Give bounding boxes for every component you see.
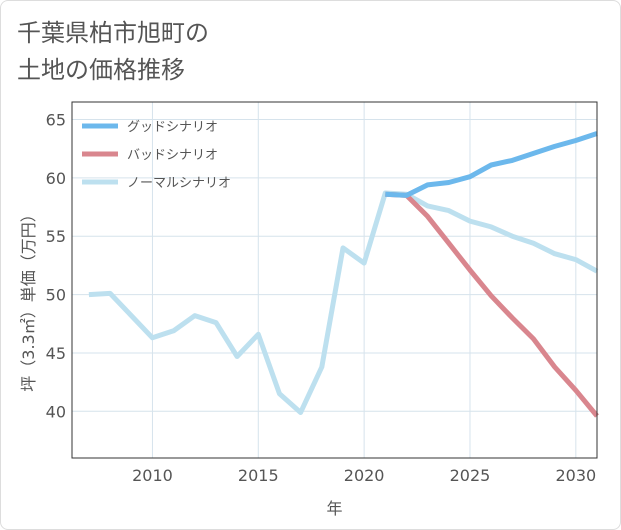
x-tick-label: 2010 <box>132 466 173 485</box>
x-tick-label: 2015 <box>238 466 279 485</box>
y-tick-label: 50 <box>46 286 66 305</box>
title-line-1: 千葉県柏市旭町の <box>17 19 209 47</box>
series-layer <box>88 131 599 418</box>
x-tick-label: 2030 <box>555 466 596 485</box>
y-tick-label: 55 <box>46 227 66 246</box>
plot-border <box>71 101 598 459</box>
y-tick-label: 60 <box>46 169 66 188</box>
legend-label: バッドシナリオ <box>127 148 218 163</box>
series-line-0 <box>385 131 598 198</box>
x-tick-label: 2025 <box>450 466 491 485</box>
x-tick-label: 2020 <box>344 466 385 485</box>
title-line-2: 土地の価格推移 <box>17 56 185 84</box>
x-axis-label: 年 <box>326 499 342 518</box>
series-line-2 <box>88 190 599 415</box>
grid <box>72 102 597 458</box>
legend-label: ノーマルシナリオ <box>127 176 231 191</box>
y-tick-label: 40 <box>46 402 66 421</box>
y-tick-label: 65 <box>46 111 66 130</box>
series-line-1 <box>385 191 599 418</box>
tick-labels: 2010 2015 2020 2025 2030 40 45 50 55 60 65 <box>46 111 597 485</box>
y-axis-label: 坪（3.3㎡）単価（万円） <box>19 206 38 391</box>
page-title: 千葉県柏市旭町の 土地の価格推移 <box>17 15 317 89</box>
y-tick-label: 45 <box>46 344 66 363</box>
legend-label: グッドシナリオ <box>127 120 218 135</box>
